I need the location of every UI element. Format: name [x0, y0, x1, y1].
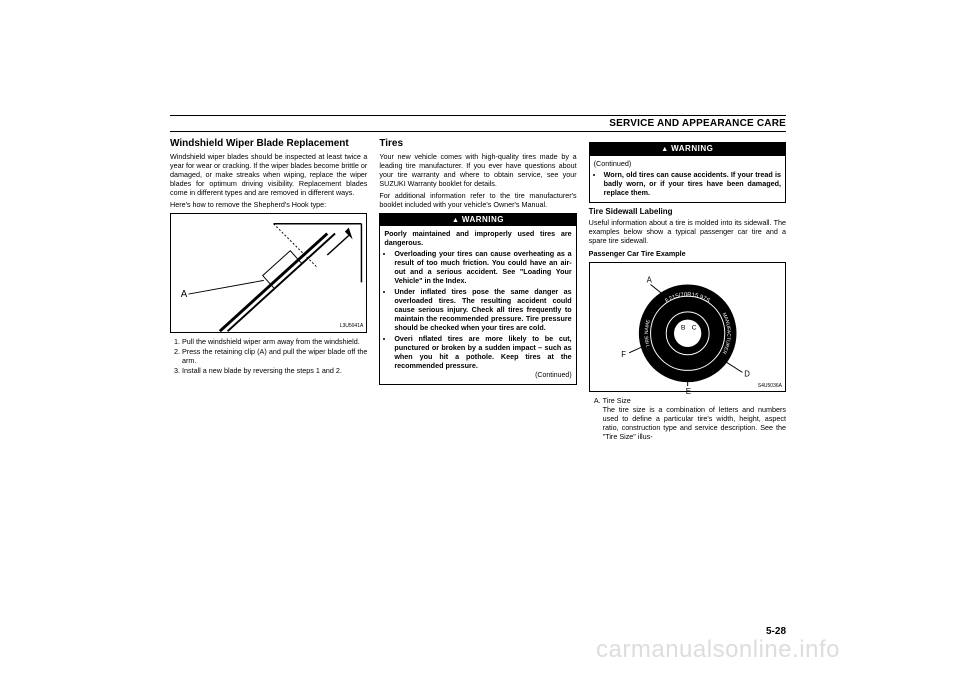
- warning-bullets-2: Worn, old tires can cause accidents. If …: [594, 170, 781, 197]
- warning-body-2: (Continued) Worn, old tires can cause ac…: [590, 156, 785, 202]
- tire-fig-title: Passenger Car Tire Example: [589, 249, 786, 258]
- label-a: Tire Size The tire size is a combination…: [603, 396, 786, 441]
- wiper-p1: Windshield wiper blades should be inspec…: [170, 152, 367, 197]
- column-3: WARNING (Continued) Worn, old tires can …: [589, 138, 786, 442]
- tire-figure-code: S4U5036A: [758, 383, 782, 389]
- svg-text:C: C: [691, 324, 696, 331]
- svg-text:B: B: [680, 324, 685, 331]
- tires-warning: WARNING Poorly maintained and improperly…: [379, 213, 576, 386]
- tires-warning-cont: WARNING (Continued) Worn, old tires can …: [589, 142, 786, 203]
- tire-labels-list: Tire Size The tire size is a combination…: [589, 396, 786, 441]
- tires-p1: Your new vehicle comes with high-quality…: [379, 152, 576, 188]
- warning-bullet-4: Worn, old tires can cause accidents. If …: [604, 170, 781, 197]
- content-columns: Windshield Wiper Blade Replacement Winds…: [170, 138, 786, 442]
- section-header: SERVICE AND APPEARANCE CARE: [170, 115, 786, 132]
- wiper-p2: Here's how to remove the Shepherd's Hook…: [170, 200, 367, 209]
- page: SERVICE AND APPEARANCE CARE Windshield W…: [170, 115, 786, 615]
- warning-continued: (Continued): [384, 372, 571, 381]
- step-2: Press the retaining clip (A) and pull th…: [182, 347, 367, 365]
- warning-lead: Poorly maintained and improperly used ti…: [384, 229, 571, 247]
- warning-bullet-1: Overloading your tires can cause overhea…: [394, 249, 571, 285]
- label-a-body: The tire size is a combination of letter…: [603, 405, 786, 441]
- sidewall-p1: Useful information about a tire is molde…: [589, 218, 786, 245]
- warning-head-2: WARNING: [590, 143, 785, 156]
- tires-heading: Tires: [379, 138, 576, 150]
- step-3: Install a new blade by reversing the ste…: [182, 366, 367, 375]
- svg-text:D: D: [744, 369, 750, 378]
- watermark: carmanualsonline.info: [596, 636, 840, 664]
- warning-bullet-3: Overi nflated tires are more likely to b…: [394, 334, 571, 370]
- warning-bullet-2: Under inflated tires pose the same dange…: [394, 287, 571, 332]
- wiper-figure: A L3U5041A: [170, 213, 367, 333]
- sidewall-heading: Tire Sidewall Labeling: [589, 207, 786, 217]
- column-2: Tires Your new vehicle comes with high-q…: [379, 138, 576, 442]
- tire-illustration: P215/70R15 97S TIRE NAME MANUFACTURER A …: [590, 263, 785, 400]
- tires-p2: For additional information refer to the …: [379, 191, 576, 209]
- svg-text:F: F: [621, 350, 626, 359]
- warning-continued-top: (Continued): [594, 159, 781, 168]
- wiper-figure-code: L3U5041A: [340, 323, 364, 329]
- wiper-steps: Pull the windshield wiper arm away from …: [170, 337, 367, 375]
- figure-label-a: A: [181, 289, 188, 300]
- warning-bullets: Overloading your tires can cause overhea…: [384, 249, 571, 370]
- wiper-heading: Windshield Wiper Blade Replacement: [170, 138, 367, 150]
- svg-text:A: A: [646, 275, 652, 284]
- column-1: Windshield Wiper Blade Replacement Winds…: [170, 138, 367, 442]
- svg-text:E: E: [685, 387, 690, 396]
- tire-figure: P215/70R15 97S TIRE NAME MANUFACTURER A …: [589, 262, 786, 392]
- wiper-illustration: A: [171, 214, 366, 341]
- warning-head: WARNING: [380, 214, 575, 227]
- warning-body: Poorly maintained and improperly used ti…: [380, 226, 575, 384]
